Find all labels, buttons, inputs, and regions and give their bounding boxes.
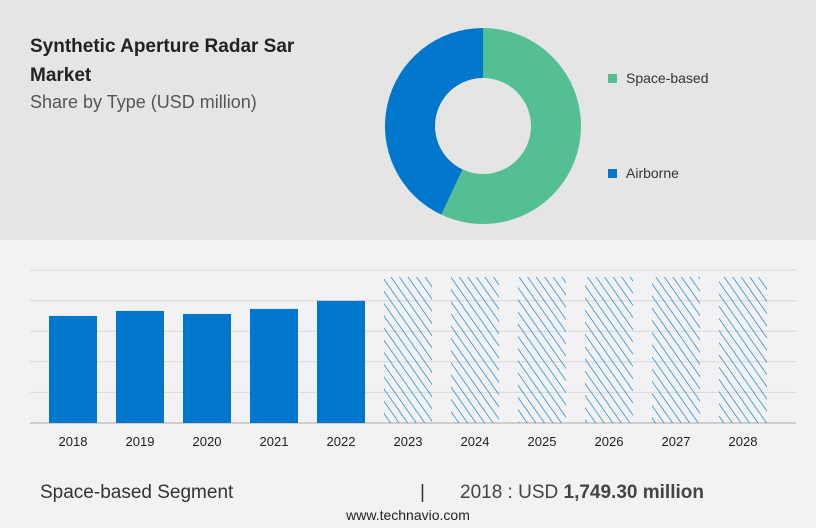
bar-2018	[49, 315, 97, 423]
forecast-bar-2026	[585, 277, 633, 423]
legend-label: Airborne	[626, 165, 679, 181]
bar-2021	[250, 308, 298, 423]
x-tick-label: 2018	[59, 434, 88, 449]
legend-item-space-based: Space-based	[608, 70, 709, 86]
x-tick-label: 2020	[193, 434, 222, 449]
legend-label: Space-based	[626, 70, 709, 86]
bar-chart: 2018 2019 2020 2021 2022 2023 2024 2025 2026 2027…	[30, 269, 796, 449]
website: www.technavio.com	[346, 507, 470, 523]
x-tick-label: 2022	[327, 434, 356, 449]
chart-title: Synthetic Aperture Radar Sar Market	[30, 36, 295, 86]
bar-2019	[116, 310, 164, 423]
x-tick-label: 2021	[260, 434, 289, 449]
bar-2020	[183, 313, 231, 423]
donut-slice-space-based	[441, 28, 581, 224]
x-tick-label: 2023	[394, 434, 423, 449]
legend-swatch	[608, 168, 617, 178]
bar-2022	[317, 300, 365, 423]
segment-label: Space-based Segment	[40, 482, 234, 503]
x-tick-label: 2019	[126, 434, 155, 449]
forecast-bar-2027	[652, 277, 700, 423]
donut-chart	[384, 27, 581, 224]
year-label: 2018 : USD	[460, 482, 564, 503]
value-readout: 2018 : USD 1,749.30 million	[460, 482, 704, 504]
forecast-bar-2024	[451, 277, 499, 423]
x-tick-label: 2025	[528, 434, 557, 449]
legend-item-airborne: Airborne	[608, 165, 679, 181]
x-tick-label: 2027	[662, 434, 691, 449]
x-tick-label: 2024	[461, 434, 490, 449]
chart-subtitle: Share by Type (USD million)	[30, 92, 257, 112]
x-tick-label: 2028	[729, 434, 758, 449]
forecast-bar-2028	[719, 277, 767, 423]
x-tick-label: 2026	[595, 434, 624, 449]
forecast-bar-2025	[518, 277, 566, 423]
value: 1,749.30 million	[563, 482, 704, 503]
forecast-bar-2023	[384, 277, 432, 423]
legend-swatch	[608, 73, 617, 83]
separator: |	[420, 482, 425, 503]
donut-slice-airborne	[384, 27, 483, 215]
